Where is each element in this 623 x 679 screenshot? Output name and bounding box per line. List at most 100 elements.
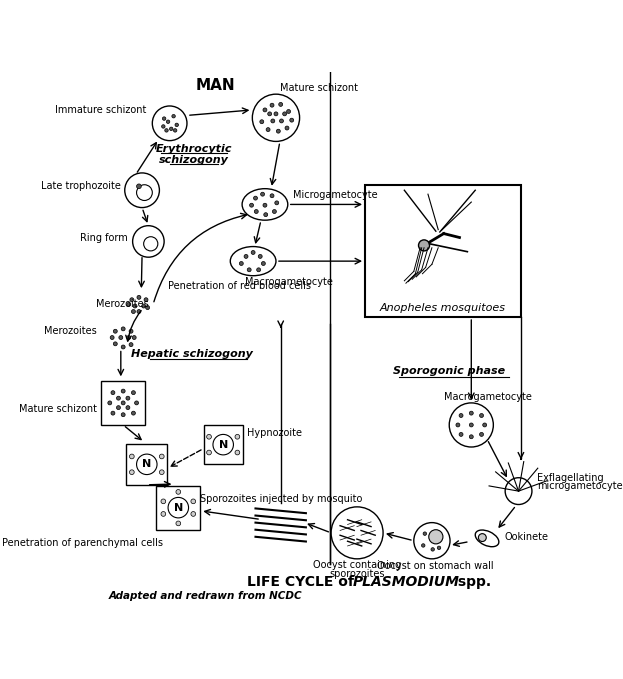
Circle shape [268,112,272,116]
Circle shape [152,106,187,141]
Circle shape [290,118,293,122]
Circle shape [274,112,278,116]
Circle shape [331,507,383,559]
Circle shape [144,298,148,301]
Circle shape [285,126,289,130]
Text: Erythrocytic: Erythrocytic [156,145,232,154]
Circle shape [469,423,473,427]
Text: Sporozoites injected by mosquito: Sporozoites injected by mosquito [199,494,362,504]
Circle shape [129,329,133,333]
Circle shape [136,184,141,189]
Circle shape [260,120,264,124]
Circle shape [235,435,240,439]
Text: Exflagellating: Exflagellating [536,473,603,483]
Circle shape [163,117,166,120]
Circle shape [172,115,175,118]
Circle shape [262,261,265,265]
Circle shape [277,129,280,133]
Circle shape [131,310,135,314]
Circle shape [478,534,487,542]
Circle shape [244,255,248,259]
Text: Sporogonic phase: Sporogonic phase [393,367,505,376]
Circle shape [260,192,265,196]
Text: Adapted and redrawn from NCDC: Adapted and redrawn from NCDC [109,591,303,601]
Circle shape [166,120,170,124]
Circle shape [176,490,181,494]
Circle shape [169,127,173,130]
Text: N: N [219,439,228,449]
Circle shape [423,532,427,535]
Circle shape [173,128,177,132]
Text: Anopheles mosquitoes: Anopheles mosquitoes [380,303,506,312]
Circle shape [146,306,150,310]
FancyBboxPatch shape [101,381,145,425]
Circle shape [459,414,463,418]
Circle shape [132,335,136,340]
Ellipse shape [231,246,276,276]
Circle shape [287,109,290,113]
Text: Ring form: Ring form [80,232,128,242]
Text: Merozoites: Merozoites [44,326,97,336]
Text: spp.: spp. [453,574,492,589]
Ellipse shape [475,530,499,547]
FancyBboxPatch shape [365,185,521,317]
Circle shape [133,304,137,308]
Circle shape [121,345,125,349]
Circle shape [429,530,443,544]
Text: Late trophozoite: Late trophozoite [41,181,121,191]
Circle shape [419,240,429,251]
Text: Hepatic schizogony: Hepatic schizogony [131,349,253,359]
Circle shape [480,414,483,418]
Circle shape [483,423,487,427]
Circle shape [130,454,134,459]
Circle shape [456,423,460,427]
FancyBboxPatch shape [204,425,243,464]
Circle shape [272,210,277,213]
Circle shape [121,401,125,405]
Text: Ookinete: Ookinete [505,532,548,542]
Text: Penetration of parenchymal cells: Penetration of parenchymal cells [1,538,163,548]
Text: Merozoites: Merozoites [95,299,148,310]
Circle shape [270,103,274,107]
Circle shape [239,261,244,265]
Circle shape [207,450,211,455]
Circle shape [469,411,473,415]
Circle shape [250,203,254,207]
Circle shape [263,108,267,112]
Circle shape [469,435,473,439]
Circle shape [191,499,196,504]
Circle shape [235,450,240,455]
Circle shape [117,397,120,400]
Circle shape [141,304,146,308]
Text: Macrogametocyte: Macrogametocyte [444,392,531,403]
Circle shape [271,119,275,123]
Circle shape [136,185,152,200]
Circle shape [131,411,135,415]
Circle shape [168,498,189,518]
Circle shape [136,454,157,475]
Circle shape [213,435,234,455]
Ellipse shape [242,189,288,220]
Text: Oocyst on stomach wall: Oocyst on stomach wall [377,561,493,571]
Circle shape [449,403,493,447]
Circle shape [108,401,112,405]
Circle shape [161,499,166,504]
Text: Macrogametocyte: Macrogametocyte [245,276,333,287]
Circle shape [121,327,125,331]
Circle shape [126,405,130,409]
Circle shape [144,237,158,251]
Text: PLASMODIUM: PLASMODIUM [353,574,460,589]
Text: N: N [174,502,183,513]
Circle shape [176,521,181,526]
Circle shape [207,435,211,439]
Circle shape [247,268,251,272]
Text: microgametocyte: microgametocyte [536,481,622,492]
Circle shape [126,302,131,306]
Circle shape [121,389,125,393]
Circle shape [110,335,114,340]
Circle shape [263,203,267,207]
Circle shape [191,511,196,516]
Circle shape [480,433,483,437]
Circle shape [437,546,440,549]
Circle shape [137,310,141,314]
